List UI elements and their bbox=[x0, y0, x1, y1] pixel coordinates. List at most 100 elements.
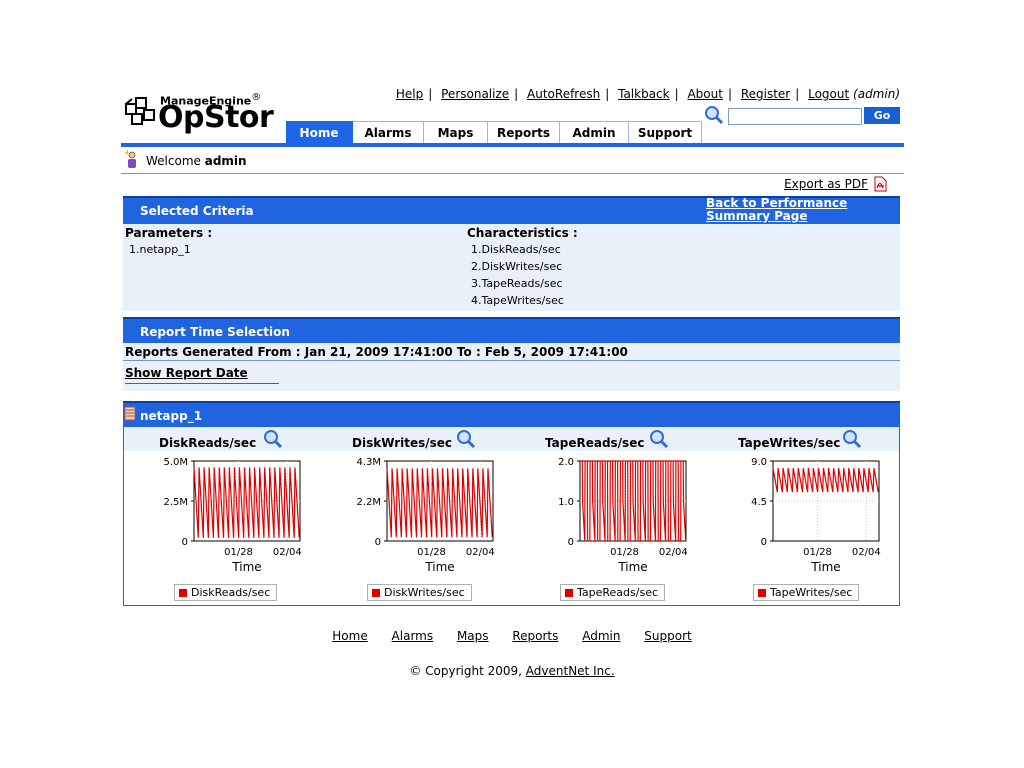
selected-criteria-header: Selected Criteria bbox=[123, 196, 900, 224]
series-line bbox=[193, 467, 300, 538]
chart-legend: TapeWrites/sec bbox=[753, 584, 860, 601]
tab-home[interactable]: Home bbox=[286, 121, 353, 143]
series-line bbox=[580, 460, 687, 542]
chart-title-strip bbox=[124, 427, 899, 451]
personalize-link[interactable]: Personalize bbox=[441, 87, 510, 101]
legend-label: TapeReads/sec bbox=[577, 586, 659, 599]
series-line bbox=[386, 468, 493, 538]
x-tick-label: 01/28 bbox=[417, 547, 446, 558]
chart-legend: DiskWrites/sec bbox=[367, 584, 472, 601]
x-tick-label: 02/04 bbox=[273, 547, 302, 558]
series-line bbox=[772, 468, 879, 493]
report-time-header: Report Time Selection bbox=[123, 317, 900, 343]
device-name: netapp_1 bbox=[140, 409, 203, 423]
characteristic-item: 2.DiskWrites/sec bbox=[471, 260, 563, 273]
y-tick-label: 0 bbox=[182, 537, 188, 548]
y-tick-label: 0 bbox=[761, 537, 767, 548]
user-icon bbox=[124, 150, 136, 168]
characteristic-item: 4.TapeWrites/sec bbox=[471, 294, 564, 307]
legend-label: DiskReads/sec bbox=[191, 586, 271, 599]
x-tick-label: 02/04 bbox=[466, 547, 495, 558]
talkback-link[interactable]: Talkback bbox=[618, 87, 670, 101]
characteristic-item: 3.TapeReads/sec bbox=[471, 277, 563, 290]
tab-bar-underline bbox=[121, 143, 904, 147]
logo-cubes-icon bbox=[125, 97, 155, 125]
chart-legend: TapeReads/sec bbox=[560, 584, 666, 601]
divider bbox=[121, 173, 904, 174]
autorefresh-link[interactable]: AutoRefresh bbox=[527, 87, 601, 101]
y-tick-label: 0 bbox=[375, 537, 381, 548]
logout-user: (admin) bbox=[853, 87, 900, 101]
chart-title: TapeWrites/sec bbox=[738, 436, 841, 450]
show-report-date-link[interactable]: Show Report Date bbox=[125, 366, 248, 380]
logo-product-text: OpStor bbox=[158, 100, 274, 135]
adventnet-link[interactable]: AdventNet Inc. bbox=[525, 664, 615, 678]
footer-alarms-link[interactable]: Alarms bbox=[391, 629, 434, 643]
tab-maps[interactable]: Maps bbox=[424, 121, 488, 143]
divider bbox=[123, 360, 900, 361]
logo-brand-text: ManageEngine® bbox=[160, 92, 262, 108]
device-header: netapp_1 bbox=[123, 401, 900, 427]
top-links: Help | Personalize | AutoRefresh | Talkback… bbox=[395, 87, 900, 101]
search-input[interactable] bbox=[728, 108, 862, 125]
x-tick-label: 02/04 bbox=[659, 547, 688, 558]
chart-title: DiskReads/sec bbox=[159, 436, 257, 450]
x-axis-label: Time bbox=[424, 560, 454, 574]
legend-swatch bbox=[565, 589, 573, 597]
chart-plot: 4.3M 2.2M 0 01/28 02/04 Time bbox=[356, 457, 495, 574]
y-tick-label: 4.5 bbox=[751, 497, 767, 508]
legend-swatch bbox=[758, 589, 766, 597]
y-tick-label: 9.0 bbox=[751, 457, 767, 468]
tab-alarms[interactable]: Alarms bbox=[353, 121, 424, 143]
legend-label: TapeWrites/sec bbox=[770, 586, 853, 599]
x-tick-label: 02/04 bbox=[852, 547, 881, 558]
go-button[interactable]: Go bbox=[864, 107, 900, 124]
footer-reports-link[interactable]: Reports bbox=[512, 629, 559, 643]
storage-device-icon bbox=[124, 406, 136, 421]
divider bbox=[125, 383, 279, 384]
chart-legend: DiskReads/sec bbox=[174, 584, 278, 601]
x-axis-label: Time bbox=[617, 560, 647, 574]
chart-title: TapeReads/sec bbox=[545, 436, 645, 450]
y-tick-label: 2.0 bbox=[558, 457, 574, 468]
chart-plot: 2.0 1.0 0 01/28 02/04 Time bbox=[558, 457, 688, 574]
y-tick-label: 5.0M bbox=[163, 457, 188, 468]
y-tick-label: 2.2M bbox=[356, 497, 381, 508]
logout-link[interactable]: Logout bbox=[808, 87, 850, 101]
parameter-item: 1.netapp_1 bbox=[129, 243, 191, 256]
help-link[interactable]: Help bbox=[395, 87, 424, 101]
report-range-text: Reports Generated From : Jan 21, 2009 17… bbox=[125, 345, 628, 359]
footer-home-link[interactable]: Home bbox=[332, 629, 368, 643]
footer-maps-link[interactable]: Maps bbox=[456, 629, 489, 643]
zoom-icon[interactable] bbox=[842, 429, 862, 449]
about-link[interactable]: About bbox=[687, 87, 723, 101]
main-tabs: Home Alarms Maps Reports Admin Support bbox=[286, 121, 702, 143]
legend-swatch bbox=[372, 589, 380, 597]
chart-plot: 5.0M 2.5M 0 01/28 02/04 Time bbox=[163, 457, 302, 574]
tab-support[interactable]: Support bbox=[629, 121, 702, 143]
x-axis-label: Time bbox=[810, 560, 840, 574]
footer-links: Home Alarms Maps Reports Admin Support bbox=[0, 629, 1024, 643]
copyright: © Copyright 2009, AdventNet Inc. bbox=[409, 664, 615, 678]
footer-support-link[interactable]: Support bbox=[644, 629, 692, 643]
register-link[interactable]: Register bbox=[740, 87, 791, 101]
y-tick-label: 0 bbox=[568, 537, 574, 548]
footer-admin-link[interactable]: Admin bbox=[582, 629, 621, 643]
search-icon[interactable] bbox=[704, 105, 724, 125]
tab-admin[interactable]: Admin bbox=[560, 121, 629, 143]
tab-reports[interactable]: Reports bbox=[488, 121, 560, 143]
x-tick-label: 01/28 bbox=[224, 547, 253, 558]
legend-swatch bbox=[179, 589, 187, 597]
y-tick-label: 1.0 bbox=[558, 497, 574, 508]
zoom-icon[interactable] bbox=[263, 429, 283, 449]
plot-frame bbox=[772, 460, 880, 542]
x-axis-label: Time bbox=[231, 560, 261, 574]
zoom-icon[interactable] bbox=[456, 429, 476, 449]
manageengine-logo bbox=[124, 88, 274, 134]
pdf-icon[interactable] bbox=[872, 176, 888, 192]
chart-title: DiskWrites/sec bbox=[352, 436, 453, 450]
export-pdf-link[interactable]: Export as PDF bbox=[784, 177, 868, 191]
back-to-performance-link[interactable]: Back to Performance Summary Page bbox=[706, 196, 848, 223]
y-tick-label: 4.3M bbox=[356, 457, 381, 468]
zoom-icon[interactable] bbox=[649, 429, 669, 449]
